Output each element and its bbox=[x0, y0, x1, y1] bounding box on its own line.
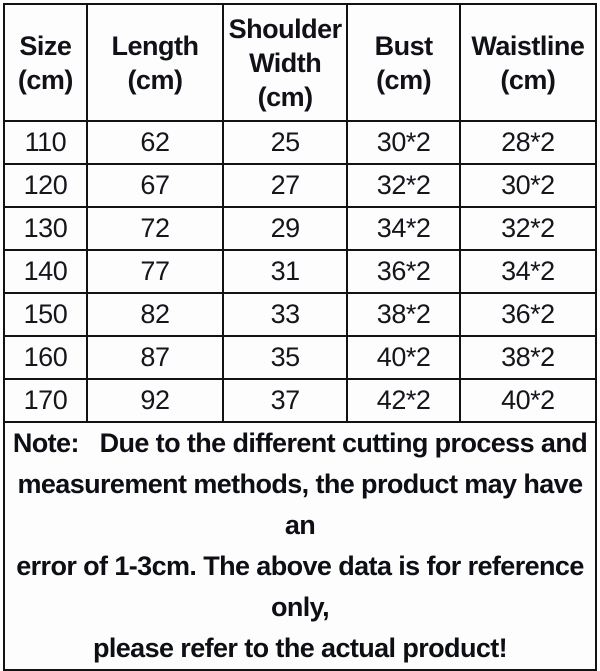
table-cell: 30*2 bbox=[458, 163, 598, 208]
table-cell: 31 bbox=[222, 249, 349, 294]
table-cell: 120 bbox=[3, 163, 88, 208]
column-header-bust: Bust (cm) bbox=[346, 3, 461, 122]
note-line: measurement methods, the product may hav… bbox=[17, 469, 590, 540]
table-cell: 25 bbox=[222, 120, 349, 165]
table-row-140: 140 77 31 36*2 34*2 bbox=[3, 249, 598, 294]
table-cell: 40*2 bbox=[458, 378, 598, 423]
table-cell: 29 bbox=[222, 206, 349, 251]
column-header-unit: (cm) bbox=[376, 64, 432, 95]
size-chart-sheet: Size (cm) Length (cm) Shoulder Width (cm… bbox=[3, 3, 598, 671]
column-header-size: Size (cm) bbox=[3, 3, 88, 122]
table-row-150: 150 82 33 38*2 36*2 bbox=[3, 292, 598, 337]
note-row: Note: Due to the different cutting proce… bbox=[3, 421, 597, 671]
table-cell: 32*2 bbox=[346, 163, 461, 208]
column-header-unit: (cm) bbox=[257, 81, 314, 112]
size-chart-table: Size (cm) Length (cm) Shoulder Width (cm… bbox=[3, 3, 598, 671]
column-header-line: Shoulder bbox=[228, 13, 343, 44]
table-row-110: 110 62 25 30*2 28*2 bbox=[3, 120, 598, 165]
table-cell: 140 bbox=[3, 249, 88, 294]
column-header-unit: (cm) bbox=[500, 64, 556, 95]
note-cell: Note: Due to the different cutting proce… bbox=[3, 421, 597, 671]
table-cell: 37 bbox=[222, 378, 349, 423]
column-header-line: Width bbox=[249, 47, 322, 78]
column-header-line: Waistline bbox=[471, 30, 585, 61]
table-cell: 40*2 bbox=[346, 335, 461, 380]
table-cell: 42*2 bbox=[346, 378, 461, 423]
table-cell: 27 bbox=[222, 163, 349, 208]
note-line: Note: Due to the different cutting proce… bbox=[12, 428, 588, 458]
column-header-line: Bust bbox=[374, 30, 434, 61]
table-cell: 150 bbox=[3, 292, 88, 337]
column-header-waistline: Waistline (cm) bbox=[458, 3, 598, 122]
table-row-120: 120 67 27 32*2 30*2 bbox=[3, 163, 598, 208]
table-cell: 38*2 bbox=[346, 292, 461, 337]
table-cell: 87 bbox=[85, 335, 225, 380]
table-cell: 82 bbox=[85, 292, 225, 337]
table-cell: 77 bbox=[85, 249, 225, 294]
note-line: please refer to the actual product! bbox=[92, 633, 508, 663]
header-row: Size (cm) Length (cm) Shoulder Width (cm… bbox=[3, 3, 598, 122]
table-cell: 28*2 bbox=[458, 120, 598, 165]
table-cell: 33 bbox=[222, 292, 349, 337]
column-header-unit: (cm) bbox=[127, 64, 183, 95]
column-header-line: Length bbox=[111, 30, 199, 61]
table-cell: 67 bbox=[85, 163, 225, 208]
table-cell: 34*2 bbox=[458, 249, 598, 294]
table-cell: 30*2 bbox=[346, 120, 461, 165]
table-row-170: 170 92 37 42*2 40*2 bbox=[3, 378, 598, 423]
table-cell: 35 bbox=[222, 335, 349, 380]
column-header-unit: (cm) bbox=[17, 64, 74, 95]
column-header-length: Length (cm) bbox=[85, 3, 225, 122]
table-cell: 38*2 bbox=[458, 335, 598, 380]
column-header-shoulder-width: Shoulder Width (cm) bbox=[222, 3, 349, 122]
table-cell: 34*2 bbox=[346, 206, 461, 251]
column-header-line: Size bbox=[19, 30, 72, 61]
table-cell: 72 bbox=[85, 206, 225, 251]
table-cell: 32*2 bbox=[458, 206, 598, 251]
table-cell: 36*2 bbox=[346, 249, 461, 294]
table-cell: 110 bbox=[3, 120, 88, 165]
table-cell: 92 bbox=[85, 378, 225, 423]
table-cell: 36*2 bbox=[458, 292, 598, 337]
table-row-160: 160 87 35 40*2 38*2 bbox=[3, 335, 598, 380]
table-cell: 160 bbox=[3, 335, 88, 380]
table-cell: 62 bbox=[85, 120, 225, 165]
table-cell: 130 bbox=[3, 206, 88, 251]
table-row-130: 130 72 29 34*2 32*2 bbox=[3, 206, 598, 251]
note-line: error of 1-3cm. The above data is for re… bbox=[16, 551, 591, 622]
table-cell: 170 bbox=[3, 378, 88, 423]
